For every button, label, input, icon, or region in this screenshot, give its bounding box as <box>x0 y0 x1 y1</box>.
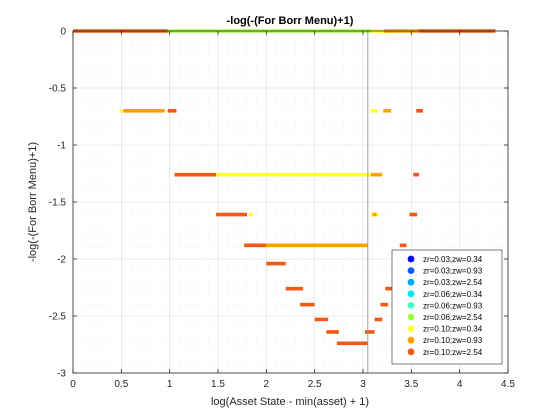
legend-label: zr=0.10;zw=0.34 <box>423 325 483 334</box>
y-tick-label: 0 <box>60 27 66 38</box>
x-tick-label: 3 <box>360 379 366 390</box>
legend-label: zr=0.10;zw=2.54 <box>423 348 483 357</box>
x-tick-label: 0.5 <box>114 379 128 390</box>
legend-marker <box>407 348 415 356</box>
x-tick-label: 2.5 <box>308 379 322 390</box>
y-tick-label: -2 <box>57 255 66 266</box>
y-tick-label: -2.5 <box>49 312 67 323</box>
legend-marker <box>407 325 415 332</box>
legend-label: zr=0.10;zw=0.93 <box>423 336 483 345</box>
y-tick-label: -1 <box>57 141 66 152</box>
legend-marker <box>407 267 415 274</box>
x-tick-label: 1 <box>167 379 173 390</box>
chart-title: -log(-(For Borr Menu)+1) <box>227 15 354 27</box>
legend-marker <box>407 278 415 286</box>
legend-label: zr=0.06;zw=2.54 <box>423 313 483 322</box>
legend: zr=0.03;zw=0.34 zr=0.03;zw=0.93 zr=0.03;zw… <box>391 249 503 365</box>
axis-ticks: 0 0.5 1 1.5 2 2.5 3 3.5 4 4.5 0 -0.5 -1 -1.5 -2 -2.5 -3 <box>49 27 516 391</box>
legend-marker <box>407 290 415 298</box>
y-tick-label: -0.5 <box>49 84 67 95</box>
legend-label: zr=0.06;zw=0.34 <box>423 290 483 299</box>
legend-label: zr=0.06;zw=0.93 <box>423 301 483 310</box>
legend-label: zr=0.03;zw=0.93 <box>423 267 483 276</box>
legend-marker <box>407 313 415 321</box>
legend-marker <box>407 255 415 263</box>
y-tick-label: -1.5 <box>49 198 67 209</box>
legend-label: zr=0.03;zw=0.34 <box>423 255 483 264</box>
legend-label: zr=0.03;zw=2.54 <box>423 278 483 287</box>
y-tick-label: -3 <box>57 369 66 380</box>
x-tick-label: 2 <box>264 379 270 390</box>
x-tick-label: 3.5 <box>404 379 418 390</box>
y-axis-label: -log(-(For Borr Menu)+1) <box>27 142 39 262</box>
x-tick-label: 1.5 <box>211 379 225 390</box>
x-tick-label: 0 <box>70 379 76 390</box>
legend-marker <box>407 336 415 344</box>
x-axis-label: log(Asset State - min(asset) + 1) <box>211 396 369 408</box>
x-tick-label: 4 <box>457 379 463 390</box>
x-tick-label: 4.5 <box>501 379 515 390</box>
legend-marker <box>407 302 415 309</box>
